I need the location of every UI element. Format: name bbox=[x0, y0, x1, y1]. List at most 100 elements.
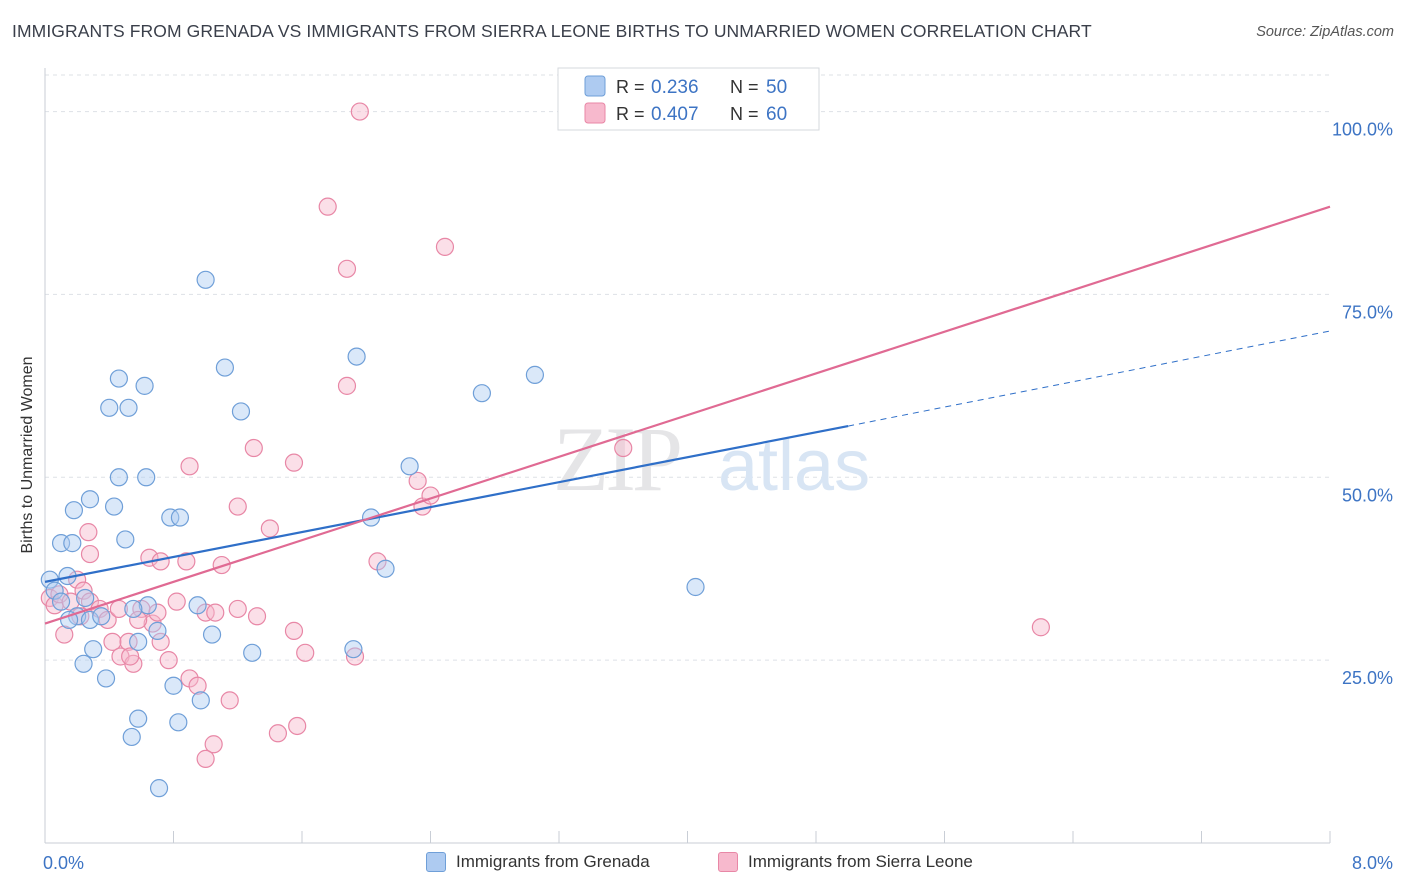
grenada-point bbox=[344, 640, 363, 659]
sierra-leone-point bbox=[284, 453, 304, 472]
grenada-point bbox=[161, 508, 180, 527]
grenada-point bbox=[231, 402, 251, 421]
legend-item-grenada: Immigrants from Grenada bbox=[426, 852, 650, 872]
grenada-point bbox=[63, 534, 82, 553]
grenada-point bbox=[92, 607, 111, 626]
grenada-point bbox=[164, 676, 183, 695]
sierra-leone-point bbox=[408, 471, 427, 491]
grenada-point bbox=[64, 501, 84, 520]
sierra-leone-point bbox=[260, 519, 279, 538]
grenada-point bbox=[109, 369, 128, 388]
legend-n-label-grenada: N = bbox=[730, 77, 759, 97]
grenada-point bbox=[169, 713, 188, 732]
grenada-point bbox=[104, 497, 124, 516]
grenada-point bbox=[135, 376, 154, 395]
grenada-point bbox=[74, 654, 93, 673]
sierra-leone-point bbox=[206, 603, 225, 622]
sierra-leone-point bbox=[196, 749, 215, 768]
grenada-point bbox=[191, 691, 210, 710]
sierra-leone-point bbox=[228, 599, 247, 619]
legend-swatch bbox=[718, 852, 738, 872]
trend-lines bbox=[44, 205, 1331, 625]
y-tick-label: 25.0% bbox=[1342, 668, 1393, 688]
series-sierra-leone-points bbox=[40, 102, 1050, 768]
sierra-leone-point bbox=[148, 603, 167, 622]
grenada-point bbox=[109, 468, 128, 487]
sierra-leone-point bbox=[345, 647, 365, 666]
sierra-leone-point bbox=[80, 544, 100, 564]
axes bbox=[44, 68, 1330, 844]
sierra-leone-point bbox=[79, 523, 98, 542]
grenada-point bbox=[196, 270, 215, 289]
sierra-leone-point bbox=[151, 632, 170, 651]
grenada-point bbox=[215, 358, 234, 377]
y-tick-label: 75.0% bbox=[1342, 302, 1393, 322]
grenada-point bbox=[686, 577, 705, 597]
sierra-leone-point bbox=[247, 607, 267, 626]
sierra-leone-point bbox=[268, 724, 288, 743]
sierra-leone-point bbox=[296, 643, 315, 662]
grenada-point bbox=[76, 588, 95, 608]
sierra-leone-point bbox=[103, 632, 122, 651]
series-legend: Immigrants from Grenada Immigrants from … bbox=[0, 852, 1406, 876]
sierra-leone-point bbox=[129, 610, 148, 630]
grenada-point bbox=[45, 581, 64, 600]
sierra-leone-point bbox=[212, 555, 231, 575]
sierra-leone-point bbox=[244, 438, 263, 458]
sierra-leone-trend-line bbox=[44, 205, 1331, 625]
grid-lines bbox=[45, 74, 1330, 661]
grenada-point bbox=[202, 625, 222, 644]
x-tick-label-max: 8.0% bbox=[1352, 853, 1393, 873]
x-axis-ticks bbox=[44, 831, 1331, 843]
sierra-leone-point bbox=[337, 376, 357, 395]
grenada-point bbox=[80, 610, 100, 630]
grenada-point bbox=[149, 779, 169, 798]
grenada-point bbox=[376, 559, 395, 578]
legend-r-label-sierra-leone: R = bbox=[616, 104, 645, 124]
grenada-point bbox=[59, 610, 79, 630]
sierra-leone-point bbox=[337, 259, 357, 278]
grenada-point bbox=[148, 621, 167, 640]
grenada-point bbox=[472, 384, 491, 403]
x-tick-labels: 0.0% 8.0% bbox=[43, 853, 1393, 873]
correlation-legend: R = 0.236 N = 50 R = 0.407 N = 60 bbox=[557, 67, 820, 131]
sierra-leone-point bbox=[121, 647, 140, 666]
grenada-point bbox=[100, 398, 119, 417]
watermark-zip: ZIP bbox=[553, 408, 680, 510]
grenada-point bbox=[116, 530, 135, 549]
legend-n-value-grenada: 50 bbox=[766, 77, 787, 98]
y-tick-labels: 25.0% 50.0% 75.0% 100.0% bbox=[1332, 120, 1393, 689]
grenada-point bbox=[137, 468, 156, 487]
sierra-leone-point bbox=[614, 438, 633, 458]
legend-label-grenada: Immigrants from Grenada bbox=[456, 852, 650, 871]
source-label: Source: ZipAtlas.com bbox=[1256, 24, 1394, 40]
sierra-leone-point bbox=[74, 581, 93, 600]
grenada-point bbox=[119, 398, 138, 417]
sierra-leone-point bbox=[167, 592, 186, 611]
sierra-leone-point bbox=[188, 676, 207, 695]
sierra-leone-point bbox=[204, 735, 223, 754]
legend-n-value-sierra-leone: 60 bbox=[766, 104, 787, 125]
watermark: ZIP atlas bbox=[553, 408, 870, 510]
grenada-point bbox=[347, 347, 366, 366]
sierra-leone-point bbox=[180, 457, 199, 476]
series-grenada-points bbox=[40, 270, 705, 798]
legend-swatch bbox=[426, 852, 446, 872]
watermark-atlas: atlas bbox=[718, 426, 870, 506]
legend-label-sierra-leone: Immigrants from Sierra Leone bbox=[748, 852, 973, 871]
legend-swatch-grenada bbox=[584, 75, 606, 97]
sierra-leone-point bbox=[220, 691, 239, 710]
grenada-point bbox=[129, 632, 148, 651]
sierra-leone-point bbox=[318, 197, 337, 216]
x-tick-label-min: 0.0% bbox=[43, 853, 84, 873]
legend-r-value-grenada: 0.236 bbox=[651, 77, 699, 98]
grenada-point bbox=[243, 643, 262, 662]
legend-swatch-sierra-leone bbox=[584, 102, 606, 124]
grenada-point bbox=[80, 490, 100, 509]
grenada-point bbox=[400, 457, 419, 476]
legend-n-label-sierra-leone: N = bbox=[730, 104, 759, 124]
sierra-leone-point bbox=[288, 716, 307, 736]
grenada-point bbox=[51, 592, 71, 611]
sierra-leone-point bbox=[284, 621, 304, 640]
